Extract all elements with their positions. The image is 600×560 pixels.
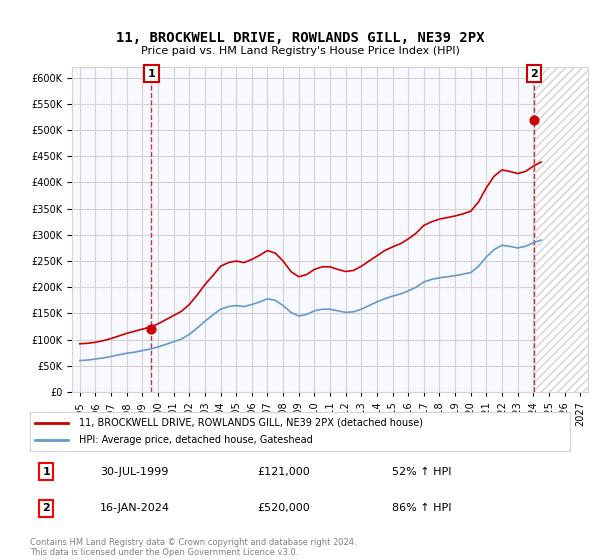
Text: 2: 2 (43, 503, 50, 513)
Text: £121,000: £121,000 (257, 467, 310, 477)
Text: 52% ↑ HPI: 52% ↑ HPI (392, 467, 451, 477)
Text: 1: 1 (148, 69, 155, 79)
Text: 11, BROCKWELL DRIVE, ROWLANDS GILL, NE39 2PX (detached house): 11, BROCKWELL DRIVE, ROWLANDS GILL, NE39… (79, 418, 422, 428)
Text: 1: 1 (43, 467, 50, 477)
Text: £520,000: £520,000 (257, 503, 310, 513)
Point (146, 324, 156, 333)
Text: 30-JUL-1999: 30-JUL-1999 (100, 467, 169, 477)
Text: 2: 2 (530, 69, 538, 79)
Bar (536, 67, 588, 392)
Text: 86% ↑ HPI: 86% ↑ HPI (392, 503, 451, 513)
Text: Contains HM Land Registry data © Crown copyright and database right 2024.
This d: Contains HM Land Registry data © Crown c… (30, 538, 356, 557)
Point (529, 115, 539, 124)
Text: 16-JAN-2024: 16-JAN-2024 (100, 503, 170, 513)
Text: HPI: Average price, detached house, Gateshead: HPI: Average price, detached house, Gate… (79, 435, 313, 445)
Text: Price paid vs. HM Land Registry's House Price Index (HPI): Price paid vs. HM Land Registry's House … (140, 46, 460, 56)
Text: 11, BROCKWELL DRIVE, ROWLANDS GILL, NE39 2PX: 11, BROCKWELL DRIVE, ROWLANDS GILL, NE39… (116, 31, 484, 45)
